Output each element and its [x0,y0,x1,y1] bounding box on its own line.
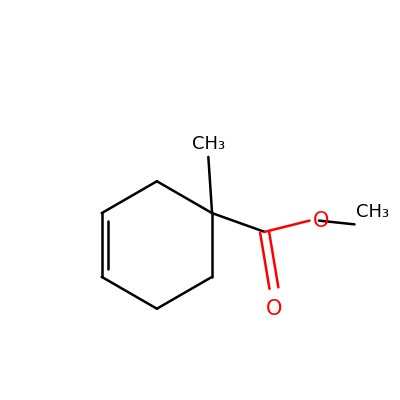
Text: O: O [313,211,330,231]
Text: CH₃: CH₃ [192,135,225,153]
Text: CH₃: CH₃ [356,203,390,221]
Text: O: O [266,299,282,319]
